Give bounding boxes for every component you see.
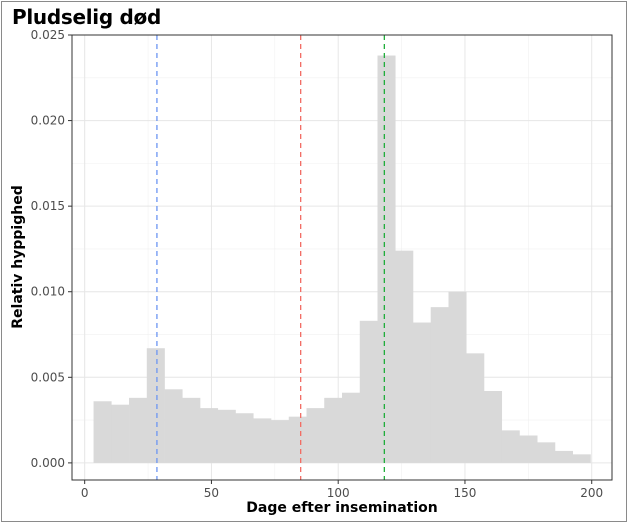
histogram-bar: [253, 418, 272, 463]
histogram-bar: [235, 413, 254, 463]
histogram-bar: [412, 322, 432, 463]
histogram-bar: [129, 397, 148, 463]
reference-lines: [156, 35, 385, 480]
y-tick-label: 0.025: [31, 28, 65, 42]
histogram-bar: [324, 397, 343, 463]
histogram-bar: [111, 404, 130, 463]
histogram-bar: [377, 55, 396, 463]
y-tick-label: 0.005: [31, 370, 65, 384]
histogram-bar: [342, 392, 361, 463]
histogram-bar: [288, 416, 307, 463]
x-axis-ticks: 0 50 100 150 200: [81, 480, 603, 500]
y-tick-label: 0.000: [31, 456, 65, 470]
histogram-bar: [93, 401, 112, 463]
histogram-bar: [200, 408, 219, 463]
y-axis-label: Relativ hyppighed: [10, 185, 26, 328]
x-tick-label: 150: [454, 486, 477, 500]
histogram-bar: [146, 348, 165, 463]
histogram-bar: [448, 291, 467, 463]
chart-title: Pludselig død: [12, 5, 162, 29]
x-tick-label: 200: [580, 486, 603, 500]
histogram-bar: [466, 353, 485, 463]
histogram-bar: [271, 420, 290, 463]
x-tick-label: 50: [204, 486, 219, 500]
histogram-bar: [306, 408, 325, 463]
histogram-bar: [554, 450, 574, 463]
y-axis-ticks: 0.000 0.005 0.010 0.015 0.020 0.025: [31, 28, 72, 470]
histogram-bar: [182, 397, 201, 463]
y-tick-label: 0.010: [31, 285, 65, 299]
histogram-bar: [537, 442, 556, 463]
plot-panel-border: [71, 34, 613, 481]
histogram-bar: [483, 391, 503, 463]
histogram-bar: [430, 307, 449, 463]
x-axis-label: Dage efter insemination: [246, 500, 437, 516]
histogram-bar: [164, 389, 183, 463]
x-tick-label: 0: [81, 486, 89, 500]
histogram-bar: [519, 435, 538, 463]
histogram-bar: [572, 454, 591, 463]
histogram-bar: [501, 430, 520, 463]
histogram-bar: [217, 409, 236, 463]
x-tick-label: 100: [327, 486, 350, 500]
y-tick-label: 0.015: [31, 199, 65, 213]
y-tick-label: 0.020: [31, 114, 65, 128]
bars: [93, 55, 591, 463]
histogram-bar: [395, 250, 414, 463]
histogram-bar: [359, 320, 378, 463]
